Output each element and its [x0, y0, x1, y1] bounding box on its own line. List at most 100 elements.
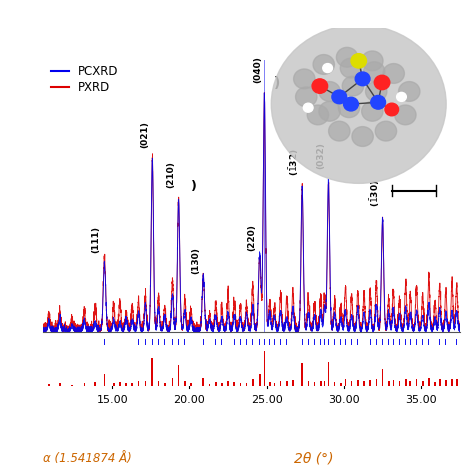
- Text: 35.00: 35.00: [405, 394, 437, 405]
- Circle shape: [307, 105, 328, 125]
- Bar: [434, 382, 436, 386]
- Bar: [301, 363, 303, 386]
- Bar: [452, 339, 453, 345]
- Bar: [382, 339, 383, 345]
- Ellipse shape: [271, 25, 446, 183]
- Text: ($\bar{1}$30): ($\bar{1}$30): [368, 180, 382, 208]
- Bar: [345, 380, 346, 386]
- Text: 15.00: 15.00: [96, 394, 128, 405]
- Bar: [273, 383, 275, 386]
- Bar: [334, 339, 335, 345]
- Circle shape: [395, 105, 416, 125]
- Bar: [59, 383, 61, 386]
- Text: (130): (130): [191, 247, 200, 274]
- Circle shape: [342, 76, 364, 96]
- Text: 25.00: 25.00: [251, 394, 283, 405]
- Bar: [292, 380, 294, 386]
- Text: (220): (220): [247, 224, 256, 251]
- Bar: [422, 381, 424, 386]
- Bar: [172, 339, 173, 345]
- Bar: [314, 382, 315, 386]
- Bar: [104, 339, 105, 345]
- Bar: [152, 339, 153, 345]
- Bar: [286, 339, 287, 345]
- Bar: [184, 382, 186, 386]
- Circle shape: [362, 101, 383, 121]
- Bar: [451, 379, 453, 386]
- Bar: [334, 382, 336, 386]
- Circle shape: [303, 103, 313, 112]
- Bar: [164, 383, 165, 386]
- Bar: [104, 374, 105, 386]
- Bar: [264, 351, 265, 386]
- Bar: [221, 339, 222, 345]
- Bar: [435, 339, 436, 345]
- Circle shape: [355, 72, 370, 86]
- Bar: [363, 381, 365, 386]
- Bar: [320, 339, 321, 345]
- Bar: [158, 381, 159, 386]
- Bar: [345, 339, 346, 345]
- Bar: [227, 381, 229, 386]
- Bar: [221, 383, 223, 386]
- Bar: [351, 339, 352, 345]
- Legend: PCXRD, PXRD: PCXRD, PXRD: [48, 63, 121, 96]
- Bar: [158, 339, 159, 345]
- Circle shape: [323, 64, 332, 73]
- Bar: [388, 339, 389, 345]
- Text: 30.00: 30.00: [328, 394, 360, 405]
- Bar: [202, 378, 204, 386]
- Bar: [259, 339, 260, 345]
- Bar: [308, 382, 309, 386]
- Bar: [209, 384, 210, 386]
- Bar: [184, 339, 185, 345]
- Bar: [239, 383, 241, 386]
- Bar: [351, 381, 353, 386]
- Bar: [369, 380, 371, 386]
- Bar: [388, 381, 390, 386]
- Circle shape: [337, 47, 358, 67]
- Bar: [125, 383, 127, 386]
- Bar: [439, 339, 440, 345]
- Bar: [203, 339, 204, 345]
- Bar: [137, 382, 139, 386]
- Circle shape: [397, 92, 406, 101]
- Bar: [246, 383, 247, 386]
- Bar: [357, 380, 359, 386]
- Bar: [252, 339, 253, 345]
- Circle shape: [332, 90, 346, 104]
- Bar: [152, 358, 153, 386]
- Bar: [280, 381, 282, 386]
- Bar: [410, 381, 411, 386]
- Circle shape: [351, 54, 366, 68]
- Bar: [405, 339, 406, 345]
- Circle shape: [319, 82, 340, 101]
- Bar: [252, 380, 254, 386]
- Circle shape: [312, 79, 328, 93]
- Bar: [246, 339, 247, 345]
- Bar: [445, 380, 447, 386]
- Bar: [234, 339, 235, 345]
- Bar: [324, 339, 325, 345]
- Bar: [264, 339, 265, 345]
- Circle shape: [399, 82, 420, 101]
- Bar: [164, 339, 165, 345]
- Circle shape: [352, 127, 374, 146]
- Bar: [399, 339, 400, 345]
- Bar: [320, 381, 321, 386]
- Circle shape: [364, 62, 385, 82]
- Bar: [83, 383, 85, 386]
- Bar: [392, 380, 394, 386]
- Bar: [375, 379, 377, 386]
- Bar: [119, 382, 121, 386]
- Bar: [274, 339, 275, 345]
- Text: α (1.541874 Å): α (1.541874 Å): [43, 452, 131, 465]
- Bar: [328, 339, 329, 345]
- Bar: [393, 339, 394, 345]
- Bar: [364, 339, 365, 345]
- Bar: [172, 378, 173, 386]
- Bar: [138, 339, 139, 345]
- Bar: [145, 381, 146, 386]
- Bar: [314, 339, 315, 345]
- Circle shape: [313, 55, 335, 74]
